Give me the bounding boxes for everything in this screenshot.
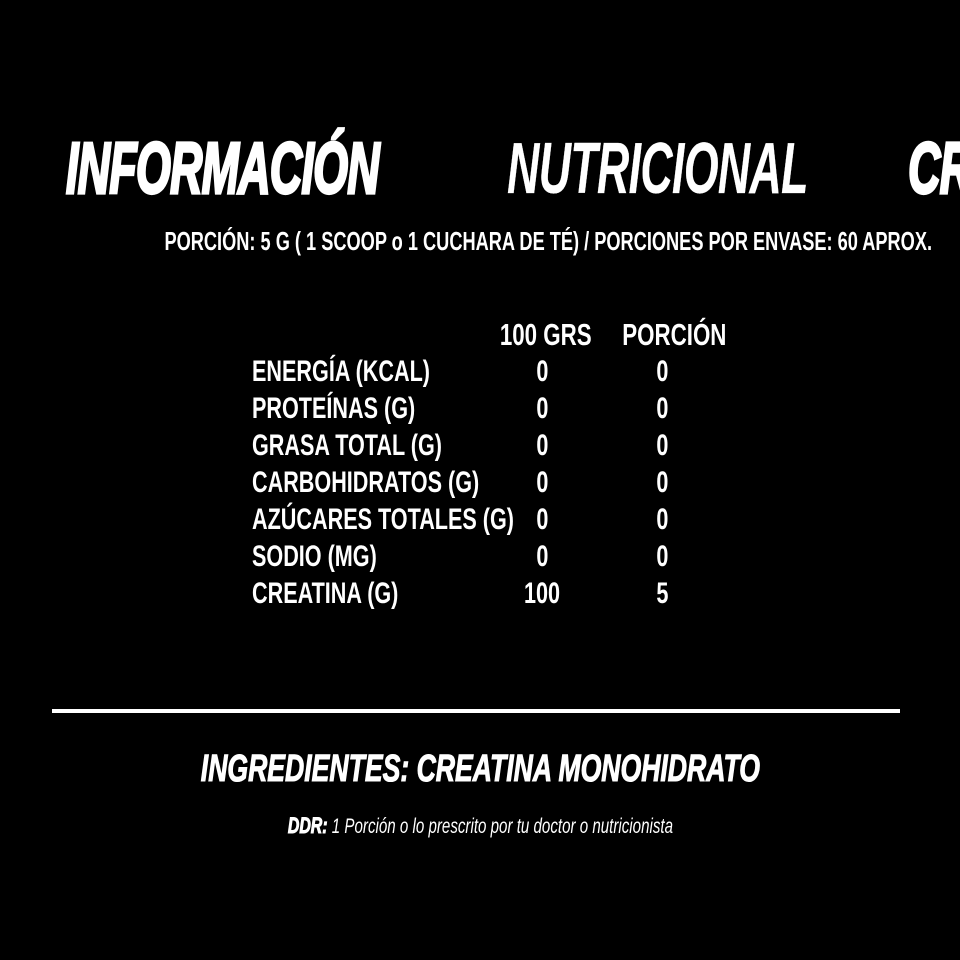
nutrient-value-serving: 0 [655,392,669,425]
nutrition-facts-table: 100 GRS PORCIÓN ENERGÍA (KCAL) 0 0 PROTE… [252,316,727,612]
ddr-line: DDR: 1 Porción o lo prescrito por tu doct… [0,813,960,838]
column-header-nutrient [252,316,482,353]
nutrient-value-serving: 0 [655,429,669,462]
nutrient-label: CARBOHIDRATOS (G) [252,466,480,499]
serving-size-text: PORCIÓN: 5 G ( 1 SCOOP o 1 CUCHARA DE TÉ… [164,226,933,256]
nutrient-value-100g: 100 [523,577,561,610]
nutrient-label: CREATINA (G) [252,577,399,610]
nutrient-value-serving: 0 [655,466,669,499]
table-row: CREATINA (G) 100 5 [252,575,722,612]
table-row: PROTEÍNAS (G) 0 0 [252,390,722,427]
title-word-creatina: CREATINA [907,129,960,209]
nutrient-label: SODIO (MG) [252,540,377,573]
nutrient-value-100g: 0 [535,355,549,388]
nutrient-label: AZÚCARES TOTALES (G) [252,503,515,536]
nutrient-value-100g: 0 [535,540,549,573]
nutrient-value-100g: 0 [535,466,549,499]
table-header-row: 100 GRS PORCIÓN [252,316,727,353]
ingredients-line: INGREDIENTES: CREATINA MONOHIDRATO [0,748,960,790]
ddr-text: 1 Porción o lo prescrito por tu doctor o… [331,815,673,838]
nutrient-value-100g: 0 [535,429,549,462]
table-row: CARBOHIDRATOS (G) 0 0 [252,464,722,501]
title-word-informacion: INFORMACIÓN [65,129,381,209]
table-row: AZÚCARES TOTALES (G) 0 0 [252,501,722,538]
column-header-100grs: 100 GRS [499,317,592,352]
ddr-label: DDR: [287,813,328,838]
table-row: GRASA TOTAL (G) 0 0 [252,427,722,464]
ddr-group: DDR: 1 Porción o lo prescrito por tu doct… [287,813,673,838]
nutrient-value-serving: 0 [655,503,669,536]
column-header-porcion: PORCIÓN [622,317,727,352]
nutrient-value-serving: 0 [655,355,669,388]
nutrient-value-100g: 0 [535,392,549,425]
nutrient-value-serving: 5 [655,577,669,610]
nutrient-value-serving: 0 [655,540,669,573]
ingredients-text: INGREDIENTES: CREATINA MONOHIDRATO [200,748,760,790]
nutrient-label: ENERGÍA (KCAL) [252,355,430,388]
table-row: ENERGÍA (KCAL) 0 0 [252,353,722,390]
nutrient-value-100g: 0 [535,503,549,536]
serving-size-line: PORCIÓN: 5 G ( 1 SCOOP o 1 CUCHARA DE TÉ… [0,228,960,254]
section-divider [52,709,900,713]
nutrient-label: GRASA TOTAL (G) [252,429,443,462]
table-row: SODIO (MG) 0 0 [252,538,722,575]
title-word-nutricional: NUTRICIONAL [507,129,808,209]
nutrient-label: PROTEÍNAS (G) [252,392,416,425]
page-title: INFORMACIÓN NUTRICIONAL CREATINA [0,129,960,209]
